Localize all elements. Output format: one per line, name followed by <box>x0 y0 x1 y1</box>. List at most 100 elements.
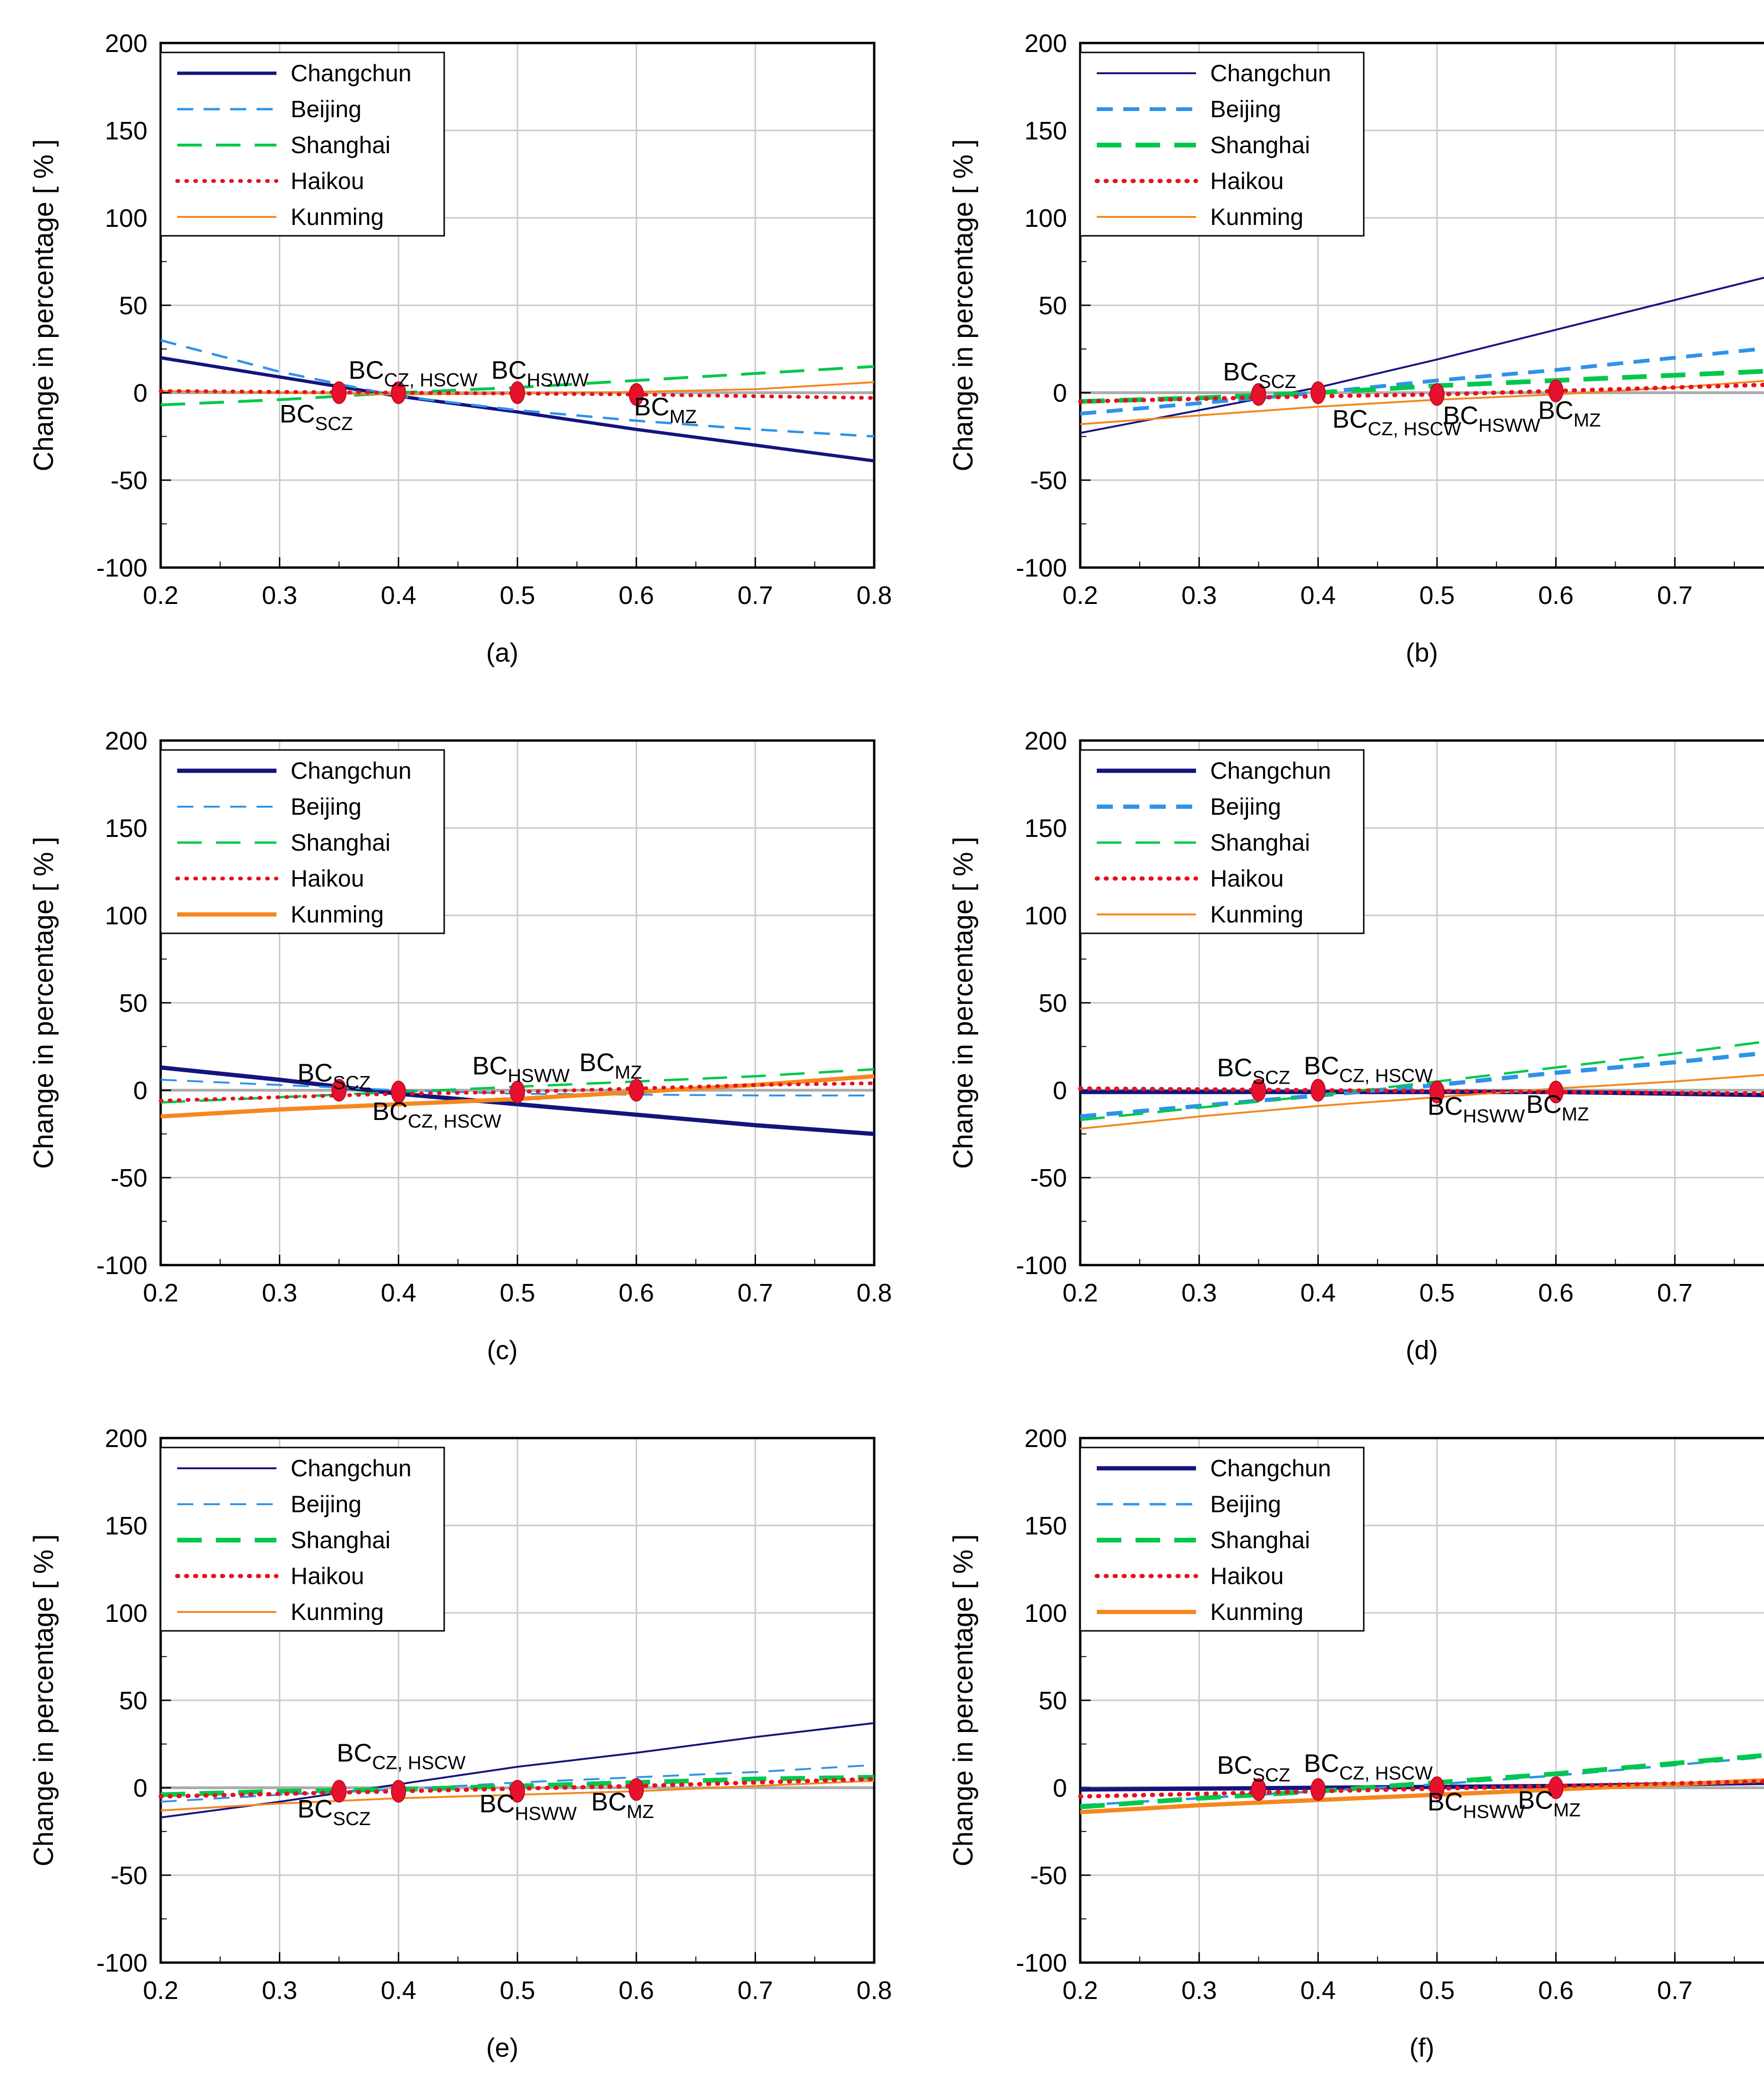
y-tick-label: 50 <box>119 292 147 320</box>
marker-point <box>1429 1776 1445 1799</box>
series-line-haikou <box>1078 1779 1764 1799</box>
x-tick-label: 0.7 <box>738 1976 773 2005</box>
legend: Changchun Beijing Shanghai Haikou Kunming <box>1079 1447 1365 1632</box>
y-tick-label: 200 <box>1024 29 1067 58</box>
series-line-beijing <box>1080 346 1764 416</box>
legend-label: Changchun <box>1210 60 1331 86</box>
marker-point <box>391 1780 406 1803</box>
y-tick-label: 50 <box>1039 989 1067 1017</box>
annotation-label: BCHSWW <box>472 1052 569 1086</box>
axis-frame <box>1079 1437 1764 1964</box>
annotation-label: BCSCZ <box>1217 1751 1290 1785</box>
chart-panel-e: BCCZ, HSCW BCSCZ BCHSWW BCMZ Changchun Beijin… <box>19 1403 901 2085</box>
legend: Changchun Beijing Shanghai Haikou Kunming <box>160 52 445 237</box>
legend-label: Kunming <box>291 204 384 230</box>
x-tick-label: 0.6 <box>1538 581 1574 610</box>
y-tick-label: 0 <box>133 1774 147 1802</box>
legend-label: Changchun <box>1210 1455 1331 1482</box>
series-line-changchun <box>160 1065 875 1136</box>
chart-panel-f: BCSCZ BCCZ, HSCW BCHSWW BCMZ Changchun Beijin… <box>938 1403 1764 2085</box>
chart-panel-c: BCSCZ BCHSWW BCMZ BCCZ, HSCW Changchun Beijin… <box>19 705 901 1387</box>
legend-label: Shanghai <box>1210 1527 1310 1553</box>
y-tick-label: -100 <box>1016 1949 1067 1977</box>
legend-box <box>160 1447 445 1632</box>
marker-point <box>391 1080 406 1103</box>
x-tick-label: 0.7 <box>1657 1279 1693 1307</box>
y-tick-label: 200 <box>1024 1424 1067 1453</box>
marker-point <box>1548 1776 1564 1799</box>
legend-label: Kunming <box>291 901 384 928</box>
y-tick-label: 150 <box>105 117 147 145</box>
legend-label: Shanghai <box>1210 132 1310 158</box>
annotation-label: BCSCZ <box>280 400 353 434</box>
marker-point <box>1548 379 1564 403</box>
x-tick-label: 0.4 <box>1300 1976 1336 2005</box>
y-tick-label: 0 <box>1053 379 1067 407</box>
y-tick-label: -50 <box>111 466 147 495</box>
y-tick-label: 200 <box>105 29 147 58</box>
y-axis-title: Change in percentage [ % ] <box>28 837 59 1169</box>
panel-caption-f: (f) <box>1409 2033 1435 2062</box>
annotation-label: BCCZ, HSCW <box>349 356 478 390</box>
marker-point <box>331 1079 347 1102</box>
marker-point <box>1310 381 1326 404</box>
y-tick-label: 100 <box>105 204 147 233</box>
legend-label: Shanghai <box>291 132 390 158</box>
y-tick-label: 0 <box>1053 1077 1067 1105</box>
x-tick-label: 0.3 <box>262 1279 297 1307</box>
axis-frame <box>159 42 876 569</box>
annotation-label: BCCZ, HSCW <box>1304 1749 1433 1784</box>
legend-box <box>1079 1447 1365 1632</box>
marker-point <box>628 1778 644 1801</box>
legend-label: Haikou <box>291 865 364 892</box>
x-tick-label: 0.5 <box>499 1279 535 1307</box>
y-tick-label: 150 <box>1024 117 1067 145</box>
legend-label: Haikou <box>291 168 364 194</box>
x-tick-label: 0.2 <box>143 581 178 610</box>
y-tick-label: -100 <box>1016 554 1067 582</box>
legend-label: Changchun <box>291 758 412 784</box>
panel-caption-a: (a) <box>486 638 519 667</box>
annotation-label: BCMZ <box>579 1048 642 1083</box>
x-tick-label: 0.2 <box>143 1279 178 1307</box>
x-tick-label: 0.5 <box>1419 1976 1454 2005</box>
y-axis-title: Change in percentage [ % ] <box>28 139 59 472</box>
legend-box <box>160 749 445 934</box>
x-tick-label: 0.7 <box>738 581 773 610</box>
legend-label: Beijing <box>291 1491 361 1517</box>
legend-label: Beijing <box>1210 96 1281 122</box>
legend-label: Haikou <box>1210 168 1284 194</box>
y-tick-label: -100 <box>1016 1251 1067 1280</box>
annotation-label: BCMZ <box>591 1788 654 1822</box>
series-line-haikou <box>159 1081 876 1103</box>
legend-label: Shanghai <box>291 1527 390 1553</box>
series-line-changchun <box>1080 276 1764 434</box>
series-line-changchun <box>160 1722 875 1818</box>
y-axis-title: Change in percentage [ % ] <box>948 139 979 472</box>
y-tick-label: 150 <box>105 814 147 843</box>
legend: Changchun Beijing Shanghai Haikou Kunming <box>160 749 445 934</box>
panel-caption-c: (c) <box>487 1335 518 1365</box>
axis-frame <box>159 1437 876 1964</box>
x-tick-label: 0.5 <box>499 1976 535 2005</box>
marker-point <box>1429 383 1445 406</box>
marker-point <box>331 381 347 404</box>
x-tick-label: 0.5 <box>499 581 535 610</box>
annotation-label: BCCZ, HSCW <box>1333 405 1462 439</box>
x-tick-label: 0.3 <box>1181 1976 1217 2005</box>
annotation-label: BCSCZ <box>1217 1053 1290 1088</box>
annotation-label: BCHSWW <box>491 356 589 390</box>
marker-point <box>628 383 644 406</box>
x-tick-label: 0.2 <box>1062 1279 1098 1307</box>
x-tick-label: 0.6 <box>619 1976 654 2005</box>
y-tick-label: 0 <box>1053 1774 1067 1802</box>
y-tick-label: -50 <box>1030 466 1067 495</box>
y-tick-label: 150 <box>1024 1512 1067 1540</box>
x-tick-label: 0.3 <box>1181 1279 1217 1307</box>
y-axis-title: Change in percentage [ % ] <box>948 1534 979 1867</box>
y-tick-label: 50 <box>1039 1687 1067 1715</box>
